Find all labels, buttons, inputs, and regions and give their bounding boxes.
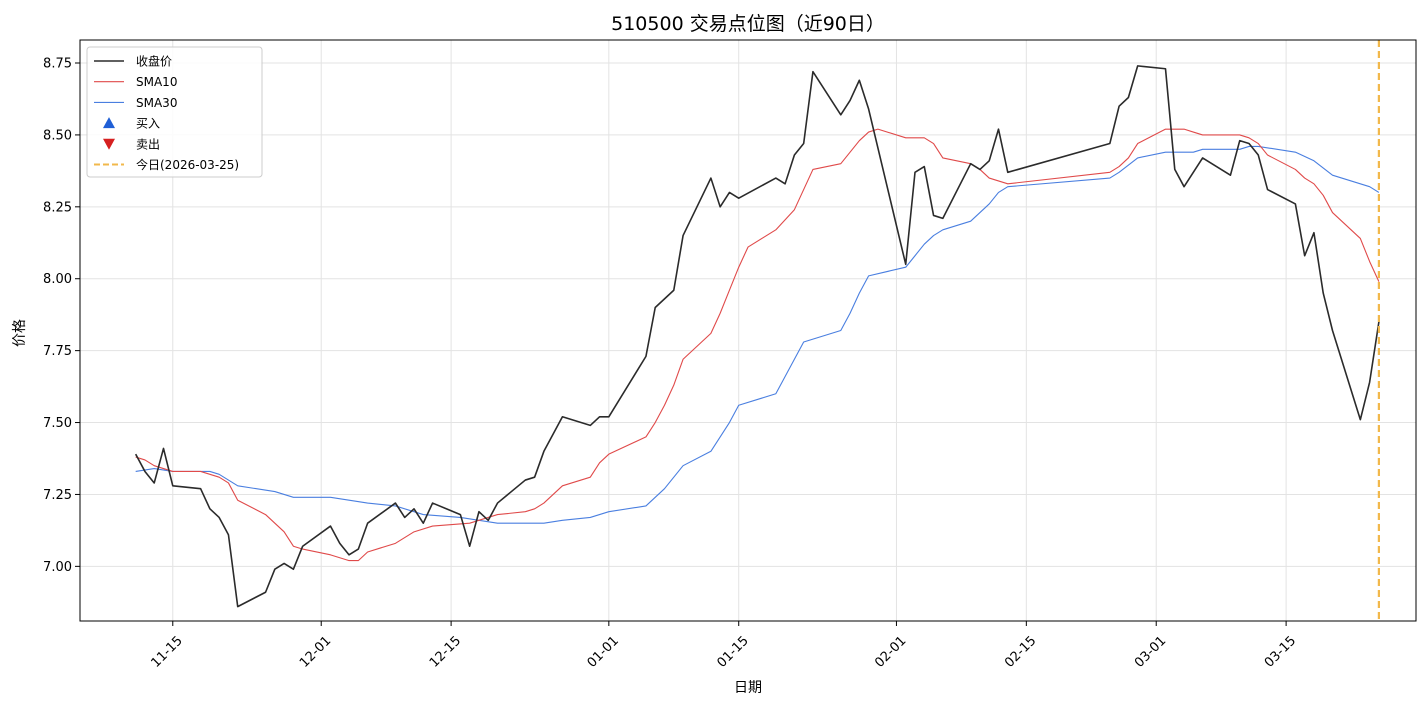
legend-label-5: 今日(2026-03-25) [136,157,239,172]
legend-box [86,46,263,178]
sma10-line [135,128,1380,562]
legend-label-1: SMA10 [136,75,177,89]
close-price-line [134,65,1380,608]
legend-sell-marker-icon [103,138,115,150]
y-tick-label-1: 7.25 [43,488,72,503]
chart-title: 510500 交易点位图（近90日） [611,13,885,35]
sma30-line [135,145,1380,524]
y-tick-label-5: 8.25 [43,200,72,215]
series-layer [134,65,1380,608]
legend-label-0: 收盘价 [136,54,172,69]
y-axis-ticks: 7.00 7.25 7.50 7.75 8.00 8.25 8.50 8.75 [43,57,80,575]
grid-lines [80,40,1416,621]
legend-buy-marker-icon [103,117,115,129]
legend-label-4: 卖出 [136,137,160,151]
y-tick-label-3: 7.75 [43,344,72,359]
plot-area-frame [79,39,1417,622]
y-tick-label-6: 8.50 [43,128,72,143]
legend-label-3: 买入 [136,117,160,131]
y-tick-label-7: 8.75 [43,57,72,72]
legend-label-2: SMA30 [136,96,177,110]
y-tick-label-2: 7.50 [43,416,72,431]
x-axis-label: 日期 [734,680,762,696]
y-tick-label-0: 7.00 [43,560,72,575]
y-tick-label-4: 8.00 [43,272,72,287]
y-axis-label: 价格 [12,319,28,347]
